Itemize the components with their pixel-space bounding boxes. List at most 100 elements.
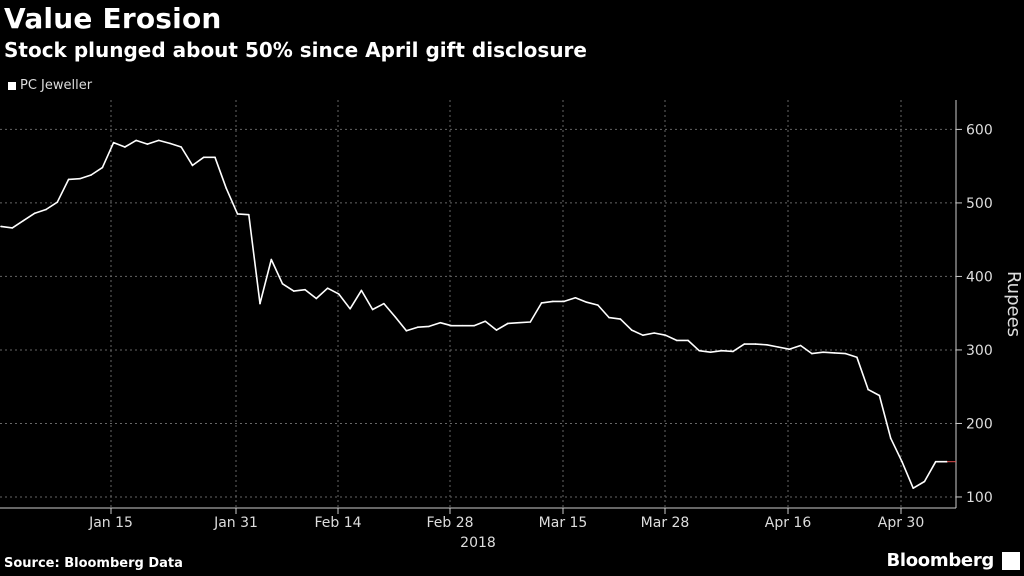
data-point (146, 143, 149, 145)
data-point (22, 219, 25, 222)
data-point (619, 318, 622, 320)
data-point (135, 139, 137, 142)
data-point (202, 156, 205, 159)
data-point (754, 343, 757, 345)
data-point (124, 146, 126, 148)
data-point (777, 346, 779, 348)
data-point (315, 297, 318, 300)
data-point (822, 351, 824, 353)
y-tick-label: 400 (966, 269, 993, 285)
data-point (912, 487, 915, 489)
data-point (529, 321, 532, 323)
data-point (416, 326, 419, 328)
data-point (642, 334, 644, 337)
x-tick-label: Mar 15 (539, 515, 588, 531)
data-point (495, 329, 498, 331)
data-point (259, 302, 261, 305)
legend-label: PC Jeweller (20, 78, 93, 93)
data-point (518, 321, 520, 324)
data-point (574, 296, 577, 299)
data-point (67, 178, 70, 181)
data-point (833, 352, 836, 354)
data-point (597, 304, 599, 306)
data-point (461, 324, 464, 327)
data-point (799, 344, 802, 347)
y-tick-label: 100 (966, 490, 993, 506)
data-point (889, 437, 892, 439)
data-point (33, 212, 36, 215)
data-point (844, 352, 847, 355)
data-point (270, 258, 273, 261)
data-point (304, 288, 306, 291)
data-point (236, 213, 239, 215)
data-point (450, 324, 453, 327)
y-tick-label: 200 (966, 416, 993, 432)
data-point (101, 166, 104, 169)
data-point (157, 139, 160, 142)
data-point (225, 187, 228, 190)
data-point (923, 480, 926, 483)
brand-logo: Bloomberg (886, 550, 994, 571)
data-point (349, 307, 351, 310)
data-point (428, 325, 430, 328)
series-line-pc-jeweller (0, 139, 947, 490)
data-point (360, 289, 363, 292)
chart-legend: PC Jeweller (8, 78, 92, 93)
x-tick-label: Apr 30 (878, 515, 924, 531)
data-point (439, 321, 442, 324)
data-point (664, 334, 667, 337)
data-point (878, 394, 881, 397)
data-point (394, 316, 396, 318)
data-point (338, 293, 340, 295)
data-point (811, 352, 813, 355)
data-point (45, 208, 47, 211)
data-point (766, 344, 768, 346)
data-point (563, 300, 565, 303)
x-tick-label: Apr 16 (765, 515, 812, 531)
data-point (79, 177, 81, 180)
data-point (867, 388, 869, 391)
data-point (732, 350, 734, 353)
data-point (934, 460, 937, 463)
data-point (675, 339, 678, 342)
data-point (56, 201, 59, 203)
data-point (371, 308, 374, 311)
data-point (687, 339, 689, 342)
data-point (720, 349, 723, 352)
data-point (506, 322, 509, 325)
data-point (326, 287, 329, 289)
x-tick-label: Jan 15 (88, 515, 133, 531)
data-point (856, 356, 858, 359)
data-point (540, 302, 543, 304)
terminal-icon (1002, 552, 1020, 570)
data-point (383, 302, 385, 305)
data-point (653, 332, 655, 334)
x-year-label: 2018 (460, 535, 496, 551)
data-point (698, 349, 701, 352)
legend-swatch (8, 81, 16, 90)
data-point (608, 316, 610, 319)
data-point (169, 142, 171, 145)
data-point (281, 282, 284, 285)
data-point (405, 330, 408, 332)
data-point (247, 213, 250, 216)
data-point (191, 164, 194, 167)
data-point (0, 225, 2, 228)
data-point (90, 174, 92, 176)
y-tick-label: 600 (966, 122, 993, 138)
chart-title: Value Erosion (4, 2, 222, 35)
data-point (484, 320, 487, 323)
data-point (630, 329, 633, 331)
data-point (112, 141, 115, 144)
data-point (473, 324, 475, 327)
x-tick-label: Feb 28 (426, 515, 473, 531)
data-point (293, 290, 295, 292)
data-point (743, 343, 746, 345)
data-point (11, 227, 14, 229)
data-point (214, 156, 216, 159)
chart-subtitle: Stock plunged about 50% since April gift… (4, 38, 587, 62)
data-point (180, 146, 182, 148)
y-axis-label: Rupees (1003, 271, 1024, 337)
x-tick-label: Mar 28 (641, 515, 690, 531)
